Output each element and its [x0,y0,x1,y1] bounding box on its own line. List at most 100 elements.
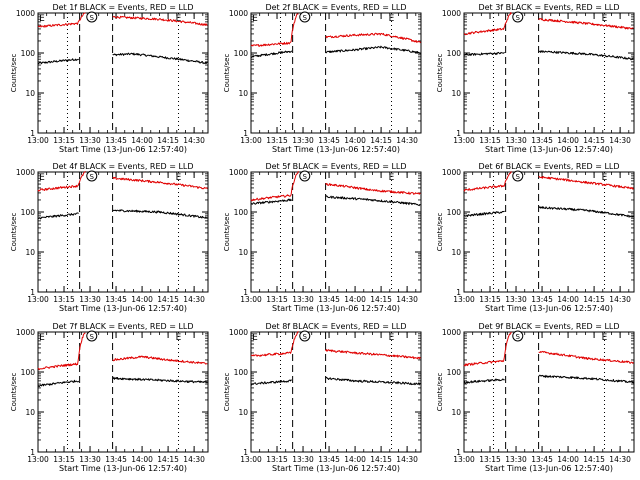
y-tick-label: 1 [243,129,248,138]
marker-e: E [176,173,182,183]
x-tick-label: 13:45 [531,136,553,145]
x-axis-label: Start Time (13-Jun-06 12:57:40) [272,464,400,473]
marker-e: E [176,14,182,24]
y-tick-label: 10 [451,408,461,417]
marker-s: S [90,173,95,181]
y-axis-label: Counts/sec [10,54,18,93]
panel-title: Det 8f BLACK = Events, RED = LLD [265,322,406,331]
events-curve [463,374,634,384]
lld-curve [463,12,634,36]
y-tick-label: 10 [451,89,461,98]
panel-det-3: Det 3f BLACK = Events, RED = LLD 1 10 100 10… [436,3,635,154]
panel-det-6: Det 6f BLACK = Events, RED = LLD 1 10 100 10… [436,162,635,313]
y-tick-label: 100 [234,368,249,377]
marker-e: E [252,14,258,24]
events-curve [37,376,208,388]
panel-title: Det 5f BLACK = Events, RED = LLD [265,162,406,171]
y-tick-label: 1000 [16,168,35,177]
x-tick-label: 14:30 [183,295,205,304]
marker-e: E [602,14,608,24]
marker-s: S [516,173,521,181]
events-curve [37,52,208,65]
y-tick-label: 1000 [229,168,248,177]
marker-s: S [90,14,95,22]
events-curve [250,195,421,207]
y-tick-label: 1000 [442,9,461,18]
lld-curve [463,331,634,367]
x-tick-label: 13:00 [240,455,262,464]
y-tick-label: 100 [21,208,36,217]
panel-title: Det 3f BLACK = Events, RED = LLD [478,3,619,12]
y-axis-label: Counts/sec [10,373,18,412]
plot-frame [250,171,422,293]
y-tick-label: 100 [447,368,462,377]
marker-s-circle [512,330,524,342]
x-tick-label: 13:45 [105,455,127,464]
y-tick-label: 10 [238,408,248,417]
y-axis-label: Counts/sec [223,54,231,93]
x-tick-label: 14:15 [157,295,179,304]
y-axis-label: Counts/sec [223,373,231,412]
x-axis-label: Start Time (13-Jun-06 12:57:40) [485,145,613,154]
marker-s: S [516,14,521,22]
panel-title: Det 2f BLACK = Events, RED = LLD [265,3,406,12]
y-tick-label: 100 [447,49,462,58]
y-axis-label: Counts/sec [436,54,444,93]
x-tick-label: 13:30 [79,455,101,464]
x-tick-label: 13:15 [266,136,288,145]
marker-e: E [252,333,258,343]
x-axis-label: Start Time (13-Jun-06 12:57:40) [272,145,400,154]
events-curve [463,206,634,218]
x-tick-label: 13:00 [27,136,49,145]
marker-e: E [176,333,182,343]
x-tick-label: 14:30 [609,295,631,304]
plot-frame [250,12,422,134]
y-tick-label: 100 [447,208,462,217]
x-tick-label: 13:15 [479,295,501,304]
y-tick-label: 1 [30,288,35,297]
marker-e: E [39,173,45,183]
x-tick-label: 14:00 [131,136,153,145]
x-tick-label: 13:15 [53,136,75,145]
y-tick-label: 100 [234,49,249,58]
y-tick-label: 1000 [16,9,35,18]
x-axis-label: Start Time (13-Jun-06 12:57:40) [59,464,187,473]
y-tick-label: 1000 [229,9,248,18]
x-tick-label: 13:30 [292,455,314,464]
events-curve [463,50,634,61]
marker-e: E [389,14,395,24]
x-tick-label: 13:30 [79,295,101,304]
panel-det-9: Det 9f BLACK = Events, RED = LLD 1 10 100 10… [436,322,635,473]
x-tick-label: 13:00 [240,136,262,145]
y-tick-label: 1 [456,448,461,457]
y-tick-label: 100 [21,49,36,58]
x-axis-label: Start Time (13-Jun-06 12:57:40) [272,304,400,313]
y-tick-label: 100 [234,208,249,217]
x-tick-label: 14:15 [583,455,605,464]
x-tick-label: 13:15 [266,455,288,464]
x-tick-label: 13:45 [318,295,340,304]
y-tick-label: 1 [30,448,35,457]
y-tick-label: 1 [456,129,461,138]
x-tick-label: 14:00 [344,295,366,304]
marker-s-circle [299,11,311,23]
lld-curve [37,170,208,192]
marker-s-circle [512,170,524,182]
x-tick-label: 14:00 [557,136,579,145]
x-tick-label: 13:45 [531,455,553,464]
y-axis-label: Counts/sec [436,213,444,252]
x-tick-label: 14:15 [370,455,392,464]
panel-title: Det 1f BLACK = Events, RED = LLD [52,3,193,12]
y-tick-label: 10 [25,89,35,98]
x-tick-label: 14:00 [131,295,153,304]
x-tick-label: 13:45 [531,295,553,304]
y-tick-label: 1 [30,129,35,138]
panel-title: Det 6f BLACK = Events, RED = LLD [478,162,619,171]
x-tick-label: 14:00 [131,455,153,464]
marker-e: E [389,333,395,343]
marker-e: E [602,333,608,343]
y-tick-label: 1 [243,448,248,457]
x-tick-label: 14:15 [370,295,392,304]
lld-curve [250,331,421,360]
x-axis-label: Start Time (13-Jun-06 12:57:40) [59,304,187,313]
